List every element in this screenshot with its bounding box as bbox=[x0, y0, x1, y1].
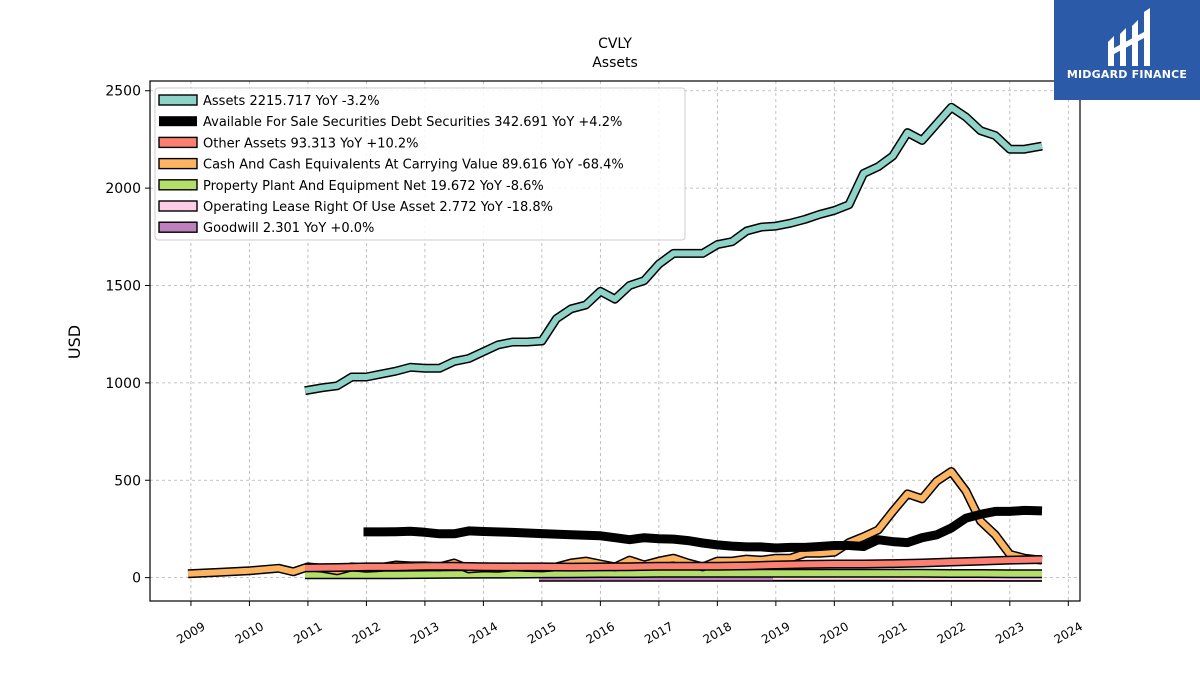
legend-swatch bbox=[158, 136, 198, 149]
x-tick-label: 2018 bbox=[701, 619, 734, 646]
legend-swatch bbox=[158, 94, 198, 106]
plot-frame bbox=[149, 80, 1081, 602]
y-tick-label: 1500 bbox=[105, 278, 141, 294]
legend-swatch bbox=[158, 157, 198, 170]
y-tick-label: 2500 bbox=[105, 84, 141, 100]
x-tick-label: 2022 bbox=[935, 619, 968, 646]
x-tick-label: 2019 bbox=[759, 619, 792, 646]
series-line-assets bbox=[304, 104, 1043, 394]
x-tick-label: 2010 bbox=[233, 619, 266, 646]
x-tick-label: 2014 bbox=[467, 619, 500, 646]
x-tick-label: 2024 bbox=[1052, 619, 1085, 646]
x-axis: 2009 2010 2011 2012 2013 2014 2015 2016 2017 2018… bbox=[174, 601, 1085, 647]
chart-subtitle: Assets bbox=[592, 55, 638, 71]
chart-title: CVLY bbox=[598, 36, 632, 52]
brand-name: MIDGARD FINANCE bbox=[1066, 68, 1188, 81]
series-line-other-assets bbox=[304, 556, 1043, 571]
x-tick-label: 2020 bbox=[818, 619, 851, 646]
series-outline-cash-and-cash-equivalents-at-carrying-value bbox=[187, 467, 1043, 579]
x-tick-label: 2012 bbox=[350, 619, 383, 646]
series-line-available-for-sale-securities-debt-securities bbox=[363, 505, 1043, 553]
legend-swatch bbox=[158, 221, 198, 233]
y-axis-label: USD bbox=[65, 325, 84, 359]
x-tick-label: 2011 bbox=[291, 619, 324, 646]
x-tick-label: 2016 bbox=[584, 619, 617, 646]
legend-label: Property Plant And Equipment Net 19.672 … bbox=[203, 179, 544, 194]
legend-label: Other Assets 93.313 YoY +10.2% bbox=[203, 136, 419, 151]
x-tick-label: 2013 bbox=[408, 619, 441, 646]
y-axis: 0 500 1000 1500 2000 2500 bbox=[105, 84, 150, 587]
x-tick-label: 2009 bbox=[174, 619, 207, 646]
y-tick-label: 500 bbox=[114, 473, 141, 489]
series-line-cash-and-cash-equivalents-at-carrying-value bbox=[187, 468, 1043, 577]
legend-swatch bbox=[158, 200, 198, 212]
brand-logo-box bbox=[1054, 0, 1200, 100]
legend-swatch bbox=[158, 179, 198, 191]
legend-label: Operating Lease Right Of Use Asset 2.772… bbox=[203, 200, 553, 215]
x-tick-label: 2015 bbox=[525, 619, 558, 646]
legend-label: Available For Sale Securities Debt Secur… bbox=[203, 115, 622, 130]
y-tick-label: 2000 bbox=[105, 181, 141, 197]
y-tick-label: 0 bbox=[132, 571, 141, 587]
series-line-property-plant-and-equipment-net bbox=[305, 570, 1043, 578]
brand-logo-icon bbox=[1108, 8, 1150, 66]
legend-swatch bbox=[159, 116, 197, 127]
legend-label: Cash And Cash Equivalents At Carrying Va… bbox=[203, 158, 624, 173]
legend: Assets 2215.717 YoY -3.2% Available For S… bbox=[154, 87, 686, 241]
x-tick-label: 2017 bbox=[642, 619, 675, 646]
legend-box bbox=[154, 87, 686, 241]
series-lines bbox=[187, 102, 1043, 582]
x-tick-label: 2023 bbox=[993, 619, 1026, 646]
legend-label: Assets 2215.717 YoY -3.2% bbox=[203, 94, 380, 109]
y-tick-label: 1000 bbox=[105, 376, 141, 392]
legend-label: Goodwill 2.301 YoY +0.0% bbox=[203, 221, 374, 236]
x-tick-label: 2021 bbox=[876, 619, 909, 646]
